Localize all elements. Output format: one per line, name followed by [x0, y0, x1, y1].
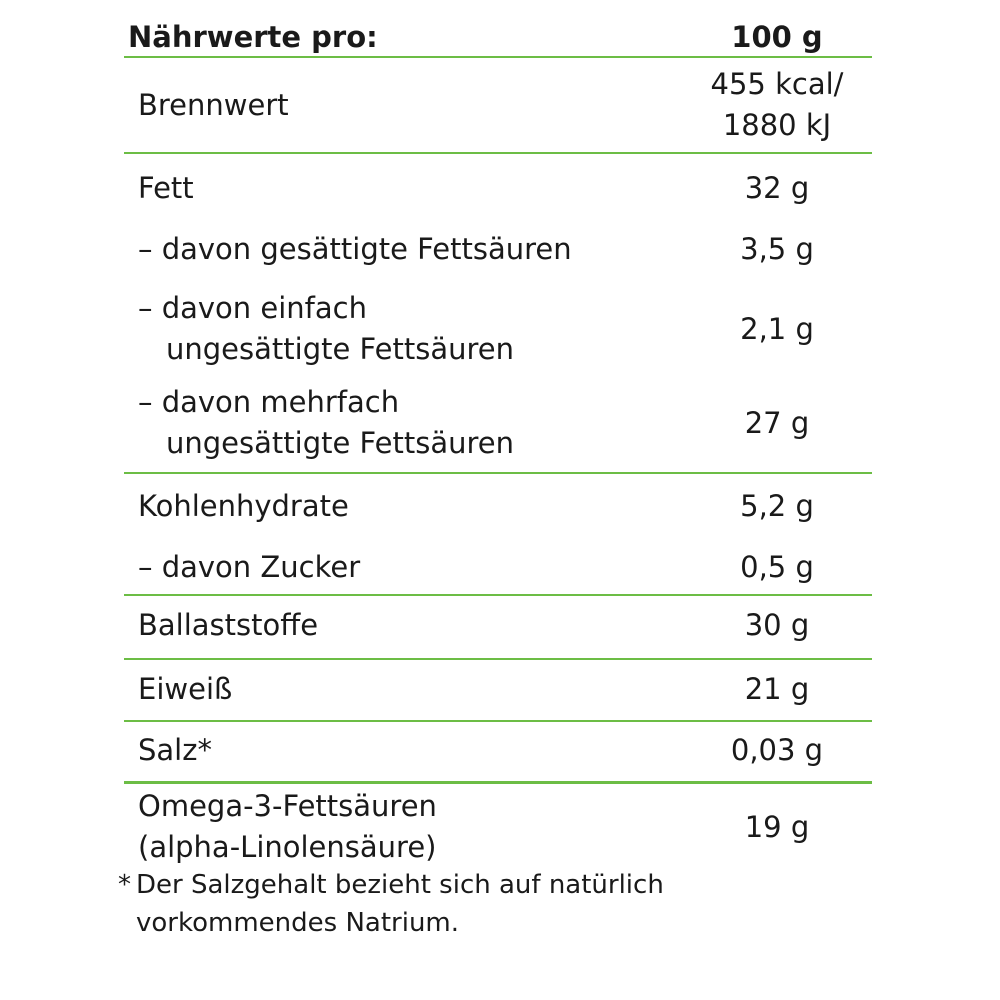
row-label-zucker: – davon Zucker	[138, 550, 361, 584]
table-header: Nährwerte pro: 100 g	[124, 18, 872, 58]
row-label-mehrfach: – davon mehrfach ungesättigte Fettsäuren	[124, 382, 682, 464]
row-value-ballaststoffe: 30 g	[744, 608, 810, 642]
row-label-omega-line2: (alpha-Linolensäure)	[138, 830, 437, 864]
table-row-kohlenhydrate: Kohlenhydrate 5,2 g	[124, 474, 872, 537]
table-row-ballaststoffe: Ballaststoffe 30 g	[124, 596, 872, 658]
row-label-mehrfach-line1: – davon mehrfach	[138, 385, 400, 419]
footnote-line2: vorkommendes Natrium.	[136, 908, 460, 938]
row-value-kohlenhydrate: 5,2 g	[740, 489, 814, 523]
footnote: * Der Salzgehalt bezieht sich auf natürli…	[118, 866, 818, 942]
row-label-eiweiss: Eiweiß	[138, 672, 233, 706]
row-label-gesaettigte: – davon gesättigte Fettsäuren	[138, 232, 572, 266]
row-group-salz: Salz* 0,03 g	[124, 722, 872, 784]
header-value: 100 g	[731, 20, 823, 54]
row-label-einfach: – davon einfach ungesättigte Fettsäuren	[124, 288, 682, 370]
row-value-zucker: 0,5 g	[740, 550, 814, 584]
row-label-einfach-line1: – davon einfach	[138, 291, 367, 325]
row-group-omega: Omega-3-Fettsäuren (alpha-Linolensäure) …	[124, 784, 872, 872]
table-row-brennwert: Brennwert 455 kcal/ 1880 kJ	[124, 58, 872, 152]
table-row-eiweiss: Eiweiß 21 g	[124, 660, 872, 720]
row-value-gesaettigte: 3,5 g	[740, 232, 814, 266]
row-value-brennwert-kj: 1880 kJ	[722, 108, 832, 142]
row-group-fett: Fett 32 g – davon gesättigte Fettsäuren …	[124, 154, 872, 474]
row-label-einfach-line2: ungesättigte Fettsäuren	[166, 332, 514, 366]
header-label: Nährwerte pro:	[128, 20, 378, 54]
row-group-kohlenhydrate: Kohlenhydrate 5,2 g – davon Zucker 0,5 g	[124, 474, 872, 596]
row-label-fett: Fett	[138, 171, 194, 205]
row-value-salz: 0,03 g	[730, 733, 824, 767]
row-value-brennwert: 455 kcal/ 1880 kJ	[682, 64, 872, 146]
row-value-brennwert-kcal: 455 kcal/	[710, 67, 844, 101]
row-label-omega: Omega-3-Fettsäuren (alpha-Linolensäure)	[124, 786, 682, 868]
row-label-kohlenhydrate: Kohlenhydrate	[138, 489, 349, 523]
row-value-mehrfach: 27 g	[744, 405, 810, 440]
row-value-eiweiss: 21 g	[744, 672, 810, 706]
row-label-ballaststoffe: Ballaststoffe	[138, 608, 319, 642]
row-group-eiweiss: Eiweiß 21 g	[124, 660, 872, 722]
row-value-fett: 32 g	[744, 171, 810, 205]
table-row-einfach: – davon einfach ungesättigte Fettsäuren …	[124, 280, 872, 374]
table-row-salz: Salz* 0,03 g	[124, 722, 872, 781]
row-label-salz: Salz*	[138, 733, 212, 767]
row-label-omega-line1: Omega-3-Fettsäuren	[138, 789, 437, 823]
row-label-mehrfach-line2: ungesättigte Fettsäuren	[166, 426, 514, 460]
row-group-brennwert: Brennwert 455 kcal/ 1880 kJ	[124, 58, 872, 154]
table-row-gesaettigte: – davon gesättigte Fettsäuren 3,5 g	[124, 219, 872, 280]
table-row-omega: Omega-3-Fettsäuren (alpha-Linolensäure) …	[124, 784, 872, 872]
footnote-line1: Der Salzgehalt bezieht sich auf natürlic…	[136, 870, 664, 900]
footnote-star: *	[118, 870, 131, 900]
row-value-omega: 19 g	[744, 809, 810, 844]
nutrition-table: Nährwerte pro: 100 g Brennwert 455 kcal/…	[124, 18, 872, 872]
table-row-fett: Fett 32 g	[124, 154, 872, 219]
row-group-ballaststoffe: Ballaststoffe 30 g	[124, 596, 872, 660]
row-label-brennwert: Brennwert	[138, 87, 289, 122]
table-row-mehrfach: – davon mehrfach ungesättigte Fettsäuren…	[124, 374, 872, 472]
row-value-einfach: 2,1 g	[740, 311, 814, 346]
table-row-zucker: – davon Zucker 0,5 g	[124, 537, 872, 594]
